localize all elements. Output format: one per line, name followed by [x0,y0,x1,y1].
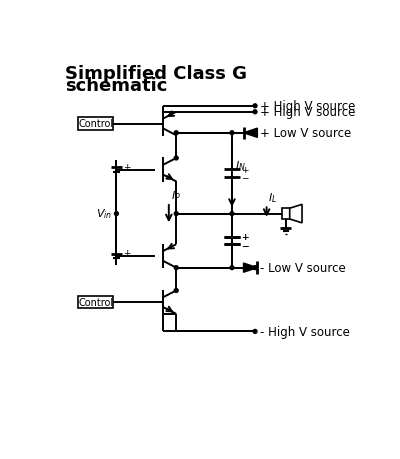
Circle shape [230,266,234,270]
Circle shape [114,212,118,216]
Text: - Low V source: - Low V source [260,262,346,274]
Text: $I_L$: $I_L$ [268,191,277,205]
FancyBboxPatch shape [78,118,113,130]
Text: −: − [241,241,249,249]
FancyBboxPatch shape [78,297,113,308]
Text: $V_{in}$: $V_{in}$ [96,207,113,221]
Text: −: − [241,241,249,249]
Text: + High V source: + High V source [260,100,356,113]
Circle shape [253,105,257,108]
Circle shape [174,212,178,216]
Circle shape [253,111,257,114]
Circle shape [253,330,257,334]
Text: - High V source: - High V source [260,325,350,338]
Circle shape [253,266,257,270]
Text: −: − [241,173,249,182]
Text: + High V source: + High V source [260,106,356,119]
Circle shape [174,289,178,293]
Text: +: + [241,233,249,242]
Text: + Low V source: + Low V source [260,127,352,140]
Circle shape [174,157,178,161]
Text: +: + [123,163,130,172]
Text: Simplified Class G: Simplified Class G [65,65,247,83]
Text: +: + [123,249,130,258]
Circle shape [174,266,178,270]
Circle shape [174,132,178,135]
Bar [282,209,290,219]
Text: +: + [241,165,249,174]
Circle shape [253,132,257,135]
Polygon shape [244,263,257,273]
Circle shape [230,212,234,216]
Text: $I_N$: $I_N$ [235,158,246,172]
Circle shape [230,132,234,135]
Polygon shape [290,205,302,224]
Text: $I_P$: $I_P$ [171,189,181,202]
Text: schematic: schematic [65,77,167,95]
Text: Control: Control [78,297,113,308]
Polygon shape [244,129,257,138]
Text: +: + [241,233,249,242]
Text: Control: Control [78,119,113,129]
